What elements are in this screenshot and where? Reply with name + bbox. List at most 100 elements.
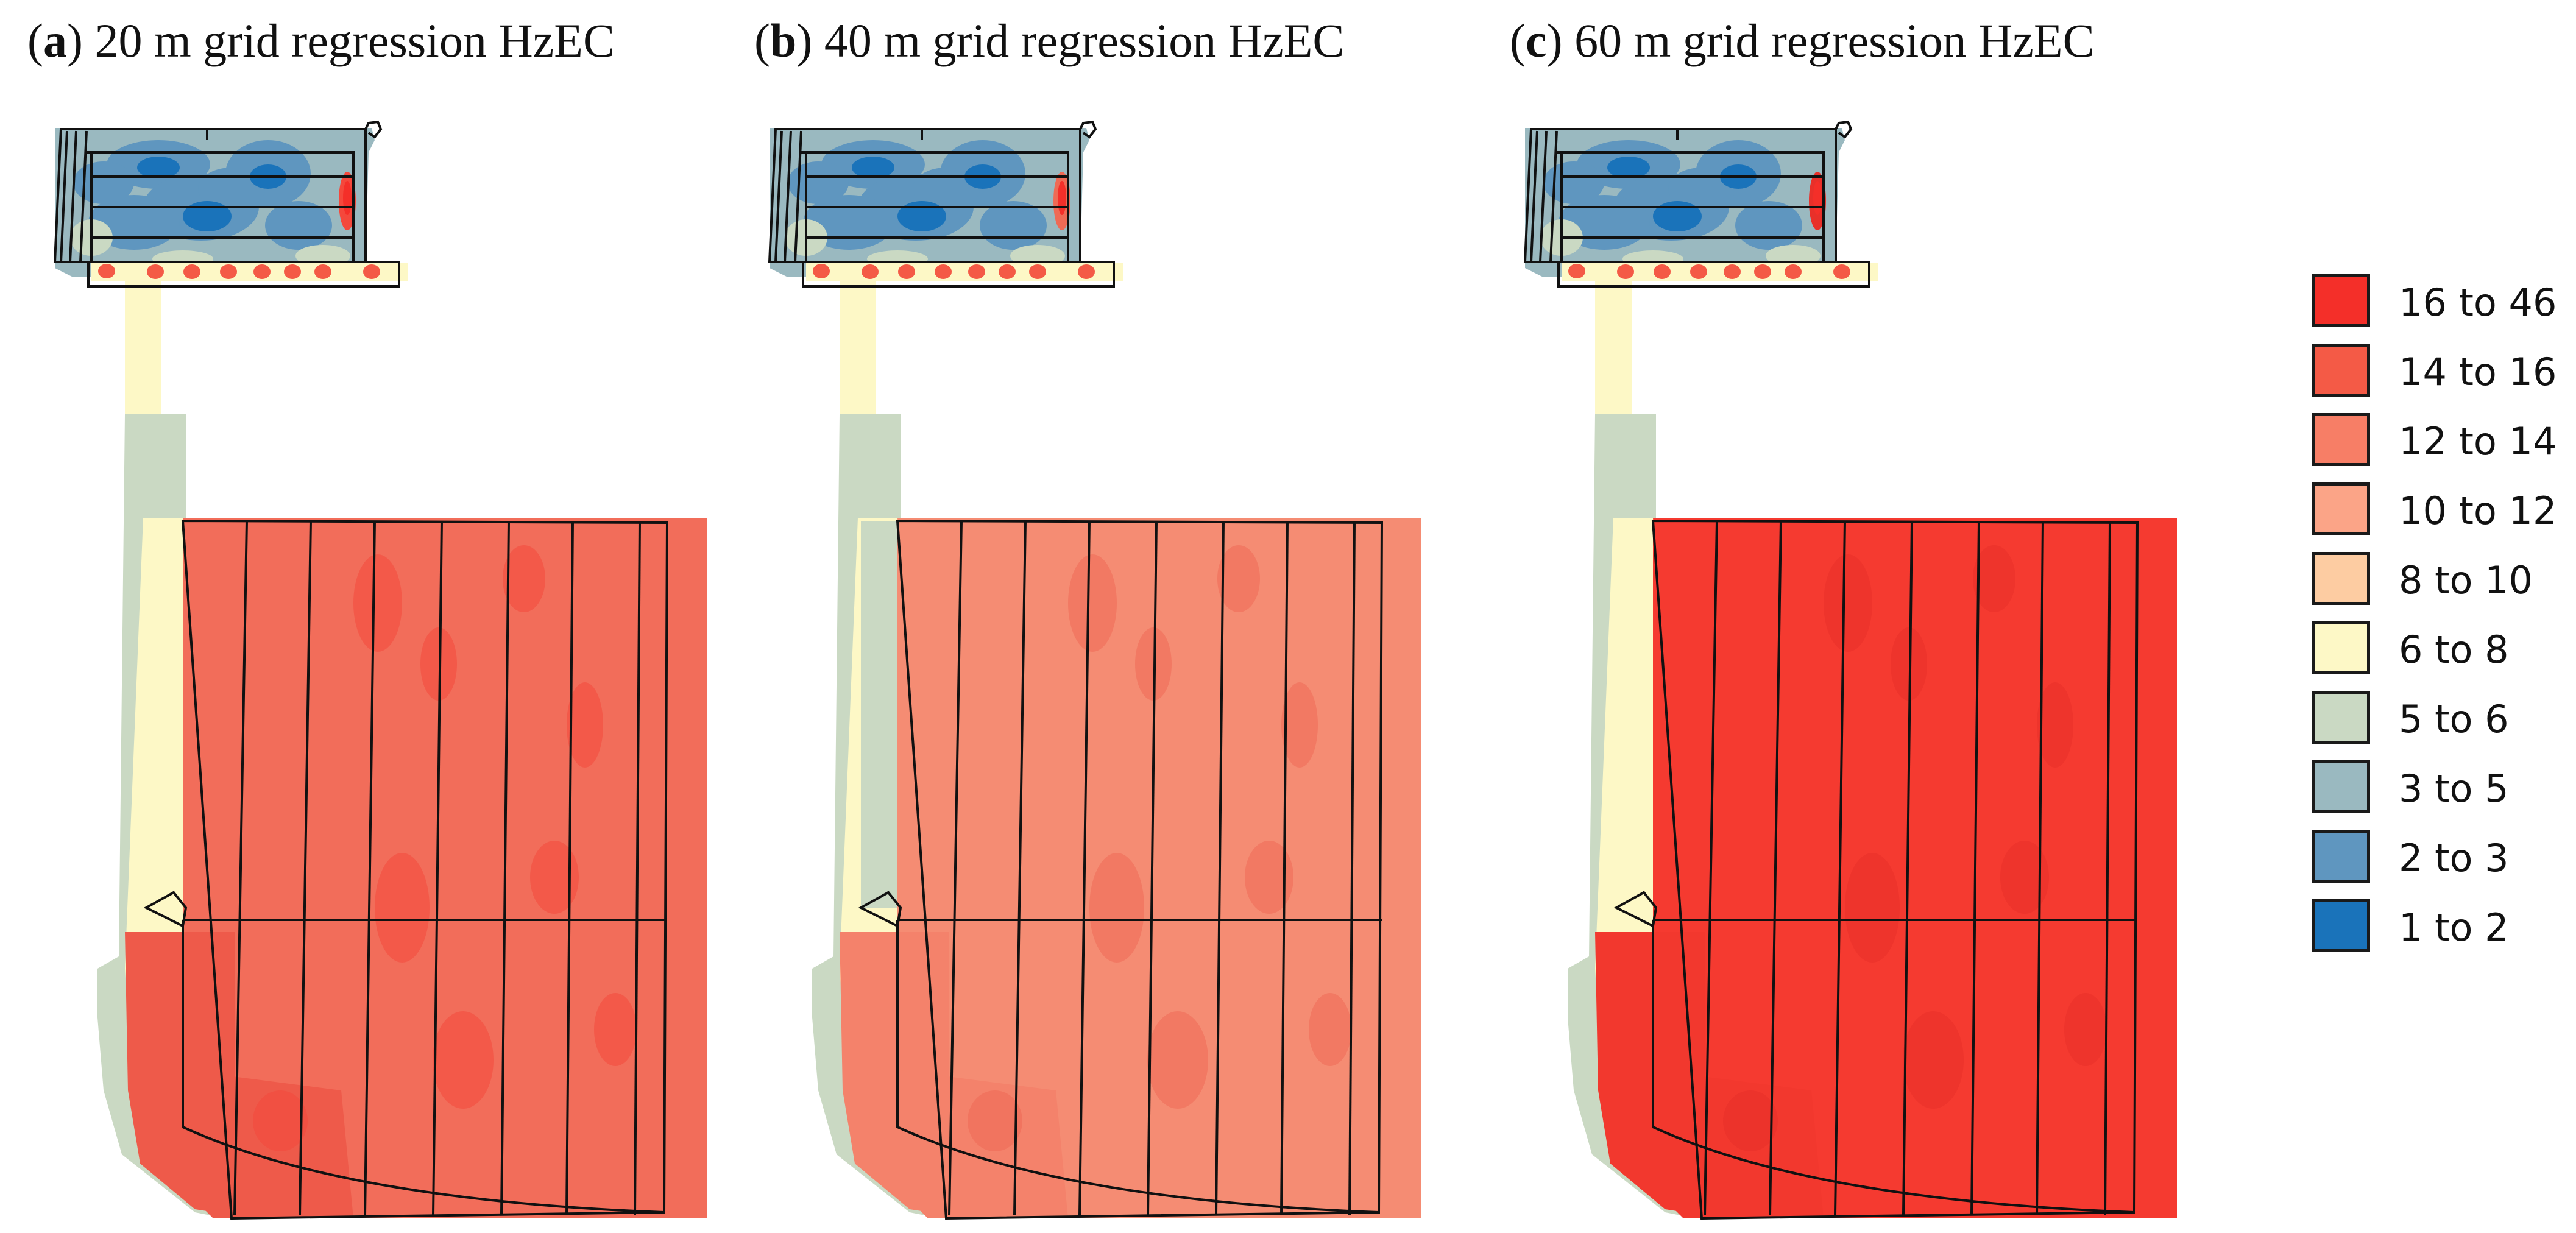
boundary-line [1539,130,1548,263]
high-hzec-patch [1973,545,2015,612]
legend-label: 10 to 12 [2399,489,2557,533]
south-field-curve [182,920,665,1214]
hot-spot-core [1058,181,1066,215]
strip-hot-spot [314,264,331,279]
high-hzec-patch [353,554,402,652]
strip-hot-spot [98,264,115,278]
high-hzec-patch [1147,1011,1208,1109]
boundary-line [774,130,783,263]
high-hzec-patch [968,1090,1022,1151]
legend-label: 6 to 8 [2399,627,2509,672]
high-hzec-patch [1068,554,1117,652]
legend-item: 10 to 12 [2312,482,2568,552]
connecting-lane [840,281,876,415]
legend-swatch [2312,482,2370,535]
south-plot-line [1013,520,1027,1216]
legend-swatch [2312,830,2370,883]
legend-swatch [2312,691,2370,744]
legend-item: 12 to 14 [2312,413,2568,482]
south-plot-line [233,520,248,1216]
high-hzec-patch [253,1090,308,1151]
legend-label: 8 to 10 [2399,558,2533,602]
south-plot-line [1147,520,1158,1216]
strip-hot-spot [1078,264,1095,279]
legend-swatch [2312,344,2370,397]
legend-item: 16 to 46 [2312,274,2568,344]
legend-label: 1 to 2 [2399,905,2509,950]
south-plot-line [1280,520,1289,1216]
connecting-lane [125,281,161,415]
legend-item: 8 to 10 [2312,552,2568,621]
south-field-curve [1652,920,2135,1214]
high-hzec-patch [503,545,545,612]
strip-hot-spot [968,264,985,279]
south-field-tab [143,891,188,928]
high-hzec-patch [1135,627,1172,701]
low-hzec-patch [198,168,265,210]
south-plot-line [432,520,443,1216]
high-hzec-patch [1089,853,1144,963]
south-field-tab [1613,891,1658,928]
border-strip-outline [1557,261,1870,288]
strip-hot-spot [1833,264,1850,279]
panel-title-text-c: 60 m grid regression HzEC [1574,14,2095,67]
border-strip [806,263,1123,281]
very-low-hzec-patch [897,201,946,231]
legend-label: 3 to 5 [2399,766,2509,811]
strip-hot-spot [1568,264,1585,278]
panel-letter-b: b [770,14,797,67]
strip-hot-spot [1754,264,1771,279]
high-hzec-patch [594,993,637,1066]
very-low-hzec-patch [1607,157,1650,178]
south-plot-line [948,520,963,1216]
strip-hot-spot [862,264,879,279]
south-plot-line [565,520,574,1216]
south-plot-line [1348,520,1356,1216]
low-hzec-patch [1543,161,1604,204]
high-hzec-patch [2000,841,2049,914]
panel-title-c: (c) 60 m grid regression HzEC [1510,14,2095,67]
south-field-tab [858,891,902,928]
very-low-hzec-patch [1653,201,1702,231]
south-plot-line [1834,520,1846,1216]
high-hzec-patch [2064,993,2107,1066]
strip-hot-spot [253,264,271,279]
strip-hot-spot [813,264,830,278]
high-hzec-patch [1245,841,1293,914]
high-hzec-patch [1891,627,1927,701]
low-hzec-patch [913,168,980,210]
hot-spot-core [1813,181,1822,215]
strip-hot-spot [284,264,301,279]
panel-title-text-a: 20 m grid regression HzEC [94,14,615,67]
south-plot-line [364,520,376,1216]
strip-hot-spot [999,264,1016,279]
south-plot-line [1704,520,1718,1216]
strip-hot-spot [1617,264,1634,279]
south-plot-line [2036,520,2044,1216]
map-panel-c [1523,120,2177,1220]
legend: 16 to 46 14 to 16 12 to 14 10 to 12 8 to… [2312,274,2568,969]
strip-hot-spot [1690,264,1707,279]
map-panel-b [768,120,1421,1220]
legend-label: 16 to 46 [2399,280,2557,325]
high-hzec-patch [1824,554,1872,652]
high-hzec-patch [1723,1090,1778,1151]
legend-label: 12 to 14 [2399,419,2557,464]
strip-hot-spot [220,264,237,279]
very-low-hzec-patch [852,157,894,178]
strip-hot-spot [1654,264,1671,279]
high-hzec-patch [1309,993,1351,1066]
south-plot-line [1078,520,1091,1216]
legend-item: 5 to 6 [2312,691,2568,760]
panel-letter-a: a [43,14,67,67]
high-hzec-patch [1903,1011,1964,1109]
high-hzec-patch [1845,853,1900,963]
panel-title-a: (a) 20 m grid regression HzEC [27,14,615,67]
south-plot-line [1902,520,1913,1216]
strip-hot-spot [363,264,380,279]
north-field-notch [1835,120,1853,139]
panel-title-text-b: 40 m grid regression HzEC [824,14,1345,67]
boundary-line [784,130,792,263]
high-hzec-patch [1281,682,1318,768]
south-plot-line [2104,520,2111,1216]
